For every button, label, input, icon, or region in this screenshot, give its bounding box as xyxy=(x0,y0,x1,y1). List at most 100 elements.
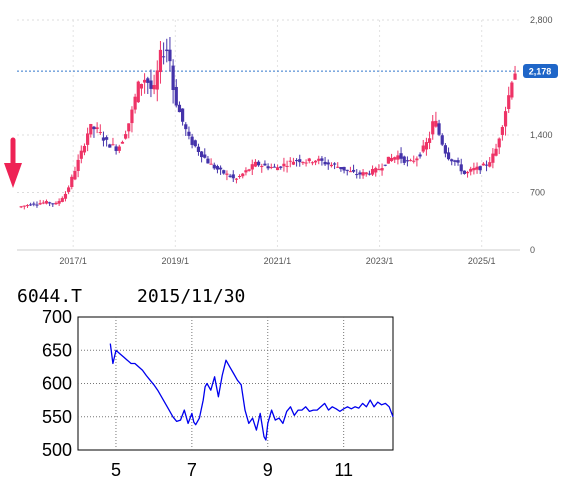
candle-body xyxy=(500,127,504,135)
candle-body xyxy=(256,161,261,166)
candle-body xyxy=(237,176,242,178)
candle-body xyxy=(329,164,334,167)
candle-body xyxy=(222,170,226,174)
candle-body xyxy=(101,137,106,141)
candle-body xyxy=(269,167,273,169)
candle-body xyxy=(79,150,83,159)
candle-body xyxy=(282,163,286,167)
candle-body xyxy=(111,144,115,146)
candle-body xyxy=(510,82,514,98)
candle-body xyxy=(187,131,191,136)
candle-body xyxy=(108,144,112,148)
candle-body xyxy=(35,204,39,206)
candle-body xyxy=(146,78,150,83)
candle-body xyxy=(162,56,166,58)
candle-body xyxy=(130,109,134,124)
candle-body xyxy=(89,123,93,135)
candle-body xyxy=(462,170,466,174)
candle-body xyxy=(212,164,216,169)
bottom-y-tick-label: 600 xyxy=(42,374,72,394)
top-x-tick-label: 2023/1 xyxy=(366,256,394,266)
candle-body xyxy=(285,165,289,167)
candle-body xyxy=(393,157,397,160)
candle-body xyxy=(342,166,346,171)
bottom-y-ticks: 700 650 600 550 500 xyxy=(42,307,72,460)
candle-body xyxy=(241,173,245,177)
candle-body xyxy=(225,173,229,175)
candle-body xyxy=(76,159,80,171)
candle-body xyxy=(48,202,52,204)
candle-body xyxy=(228,175,232,177)
candle-body xyxy=(124,134,128,139)
candle-body xyxy=(459,164,463,172)
candle-body xyxy=(51,203,55,205)
candle-body xyxy=(263,163,267,166)
candle-body xyxy=(196,146,201,152)
candle-body xyxy=(200,151,204,158)
candle-body xyxy=(491,153,495,163)
candle-body xyxy=(174,86,178,106)
candle-body xyxy=(456,160,460,163)
top-y-tick-label: 2,800 xyxy=(530,15,553,25)
bottom-y-tick-label: 650 xyxy=(42,340,72,360)
candles xyxy=(19,36,517,210)
candle-body xyxy=(355,174,359,176)
candle-body xyxy=(275,167,280,171)
candle-body xyxy=(348,171,353,173)
bottom-x-ticks: 5 7 9 11 xyxy=(111,460,353,480)
candle-body xyxy=(158,49,163,73)
candle-body xyxy=(177,104,182,113)
candle-body xyxy=(494,148,498,156)
candle-body xyxy=(155,70,159,90)
candle-body xyxy=(434,120,438,127)
bottom-y-tick-label: 500 xyxy=(42,440,72,460)
candle-body xyxy=(450,159,454,162)
candle-body xyxy=(22,205,26,207)
candle-body xyxy=(63,193,68,199)
candle-body xyxy=(323,161,327,165)
candle-body xyxy=(253,161,258,167)
candle-body xyxy=(301,162,305,164)
candle-body xyxy=(402,156,406,163)
candle-body xyxy=(54,202,58,205)
candle-body xyxy=(279,166,283,168)
top-x-tick-label: 2025/1 xyxy=(468,256,496,266)
candle-body xyxy=(165,49,169,52)
candle-body xyxy=(272,166,277,168)
candle-body xyxy=(168,49,172,62)
bottom-y-tick-label: 550 xyxy=(42,407,72,427)
top-y-tick-label: 0 xyxy=(530,245,535,255)
candle-body xyxy=(38,203,42,205)
candle-body xyxy=(136,81,140,103)
candle-body xyxy=(421,145,425,152)
top-x-tick-label: 2019/1 xyxy=(162,256,190,266)
candle-body xyxy=(86,133,90,145)
candle-body xyxy=(478,166,482,171)
candle-body xyxy=(92,126,96,130)
current-price-badge: 2,178 xyxy=(523,64,558,78)
candle-body xyxy=(320,158,324,161)
top-gridlines xyxy=(17,19,520,250)
candle-body xyxy=(431,121,435,135)
candle-body xyxy=(358,172,362,175)
candle-body xyxy=(326,162,330,165)
candle-body xyxy=(181,108,185,122)
candle-body xyxy=(234,178,239,180)
bottom-x-tick-label: 11 xyxy=(334,460,353,480)
candle-body xyxy=(386,156,391,164)
candle-body xyxy=(310,162,315,164)
candle-body xyxy=(44,201,49,204)
candle-body xyxy=(415,158,419,161)
candle-body xyxy=(336,166,340,168)
candle-body xyxy=(184,124,188,130)
candle-body xyxy=(497,138,501,148)
candle-body xyxy=(465,171,470,174)
candle-body xyxy=(219,167,223,170)
candle-body xyxy=(367,173,372,175)
bottom-x-tick-label: 9 xyxy=(263,460,273,480)
candle-body xyxy=(206,158,210,164)
candle-body xyxy=(412,160,416,162)
candle-body xyxy=(105,137,109,140)
candle-body xyxy=(307,158,311,162)
candle-body xyxy=(453,160,457,162)
